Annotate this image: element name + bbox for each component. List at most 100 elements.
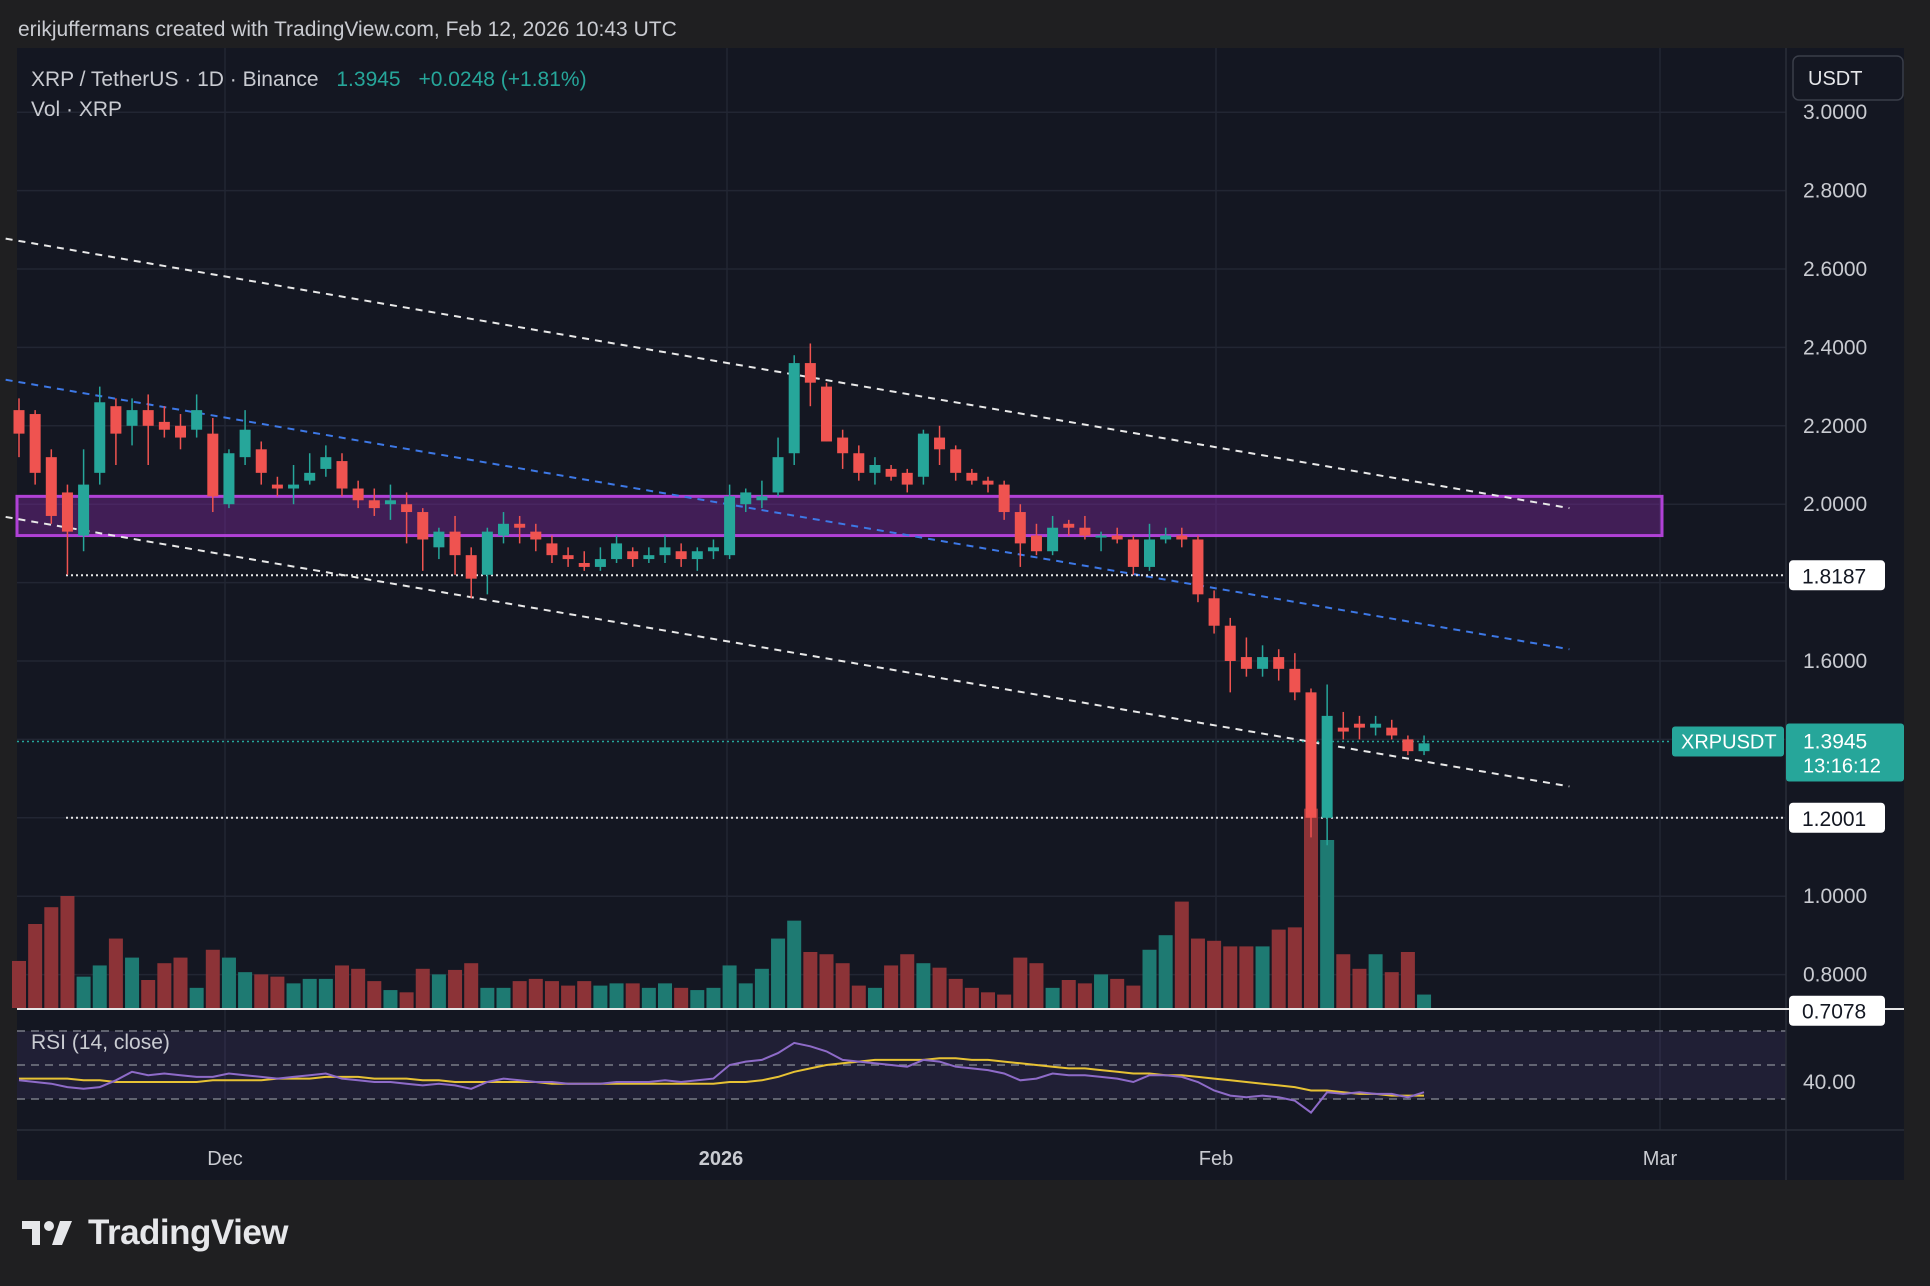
volume-bar: [528, 978, 543, 1008]
candle-body: [433, 531, 445, 548]
volume-bar: [189, 987, 204, 1008]
volume-bar: [981, 992, 995, 1008]
price-tick-label: 2.0000: [1803, 493, 1867, 516]
volume-bar: [577, 981, 592, 1008]
price-tick-label: 2.4000: [1803, 336, 1867, 359]
candle-body: [1079, 527, 1091, 536]
candle-body: [1014, 512, 1026, 544]
volume-bar: [464, 963, 479, 1008]
current-price-badge-frame: [1786, 723, 1904, 782]
volume-bar: [76, 976, 91, 1008]
candle-body: [1160, 535, 1172, 540]
candle-body: [611, 543, 623, 560]
candle-body: [546, 543, 558, 556]
candle-body: [288, 484, 300, 489]
mid-channel-line: [0, 377, 1570, 651]
candle-body: [1208, 598, 1220, 626]
currency-button[interactable]: USDT: [1808, 68, 1862, 90]
volume-bar: [609, 983, 624, 1008]
candle-body: [788, 363, 800, 454]
chart-background: [17, 48, 1904, 1180]
volume-bar: [1336, 954, 1351, 1008]
candle-body: [1240, 657, 1252, 669]
volume-bar: [561, 985, 576, 1008]
volume-bar: [496, 987, 511, 1008]
volume-bar: [1174, 901, 1189, 1008]
volume-bar: [351, 968, 366, 1008]
candle-body: [707, 547, 719, 552]
candle-body: [724, 496, 736, 556]
price-tick-label: 3.0000: [1803, 101, 1867, 124]
volume-bar: [1239, 946, 1254, 1008]
candle-body: [885, 468, 897, 477]
candle-body: [950, 449, 962, 473]
rsi-ma-line: [19, 1057, 1424, 1097]
candle-body: [1273, 657, 1285, 669]
volume-bar: [1094, 974, 1109, 1008]
rsi-tick-label: 40.00: [1803, 1071, 1856, 1094]
candle-body: [643, 555, 655, 560]
volume-bar: [157, 963, 172, 1008]
candle-body: [901, 472, 913, 485]
price-tick-label: 2.8000: [1803, 180, 1867, 203]
volume-bar: [383, 990, 398, 1008]
level-badge-label: 1.8187: [1802, 565, 1866, 588]
candle-body: [1257, 657, 1269, 669]
volume-bar: [1029, 963, 1044, 1008]
candle-body: [449, 531, 461, 556]
candle-body: [1353, 723, 1365, 728]
candle-body: [562, 555, 574, 560]
volume-bar: [884, 965, 899, 1008]
candle-body: [675, 551, 687, 560]
brand-name: TradingView: [88, 1213, 289, 1252]
tradingview-logo-icon: [22, 1221, 72, 1245]
candle-body: [1176, 535, 1188, 540]
volume-bar: [690, 990, 705, 1008]
candle-body: [1144, 539, 1155, 567]
candle-body: [1321, 715, 1333, 818]
candle-body: [1047, 527, 1059, 552]
volume-bar: [544, 981, 559, 1008]
volume-bar: [1045, 987, 1060, 1008]
candle-body: [804, 363, 816, 383]
candle-body: [61, 492, 73, 532]
symbol-badge-label: XRPUSDT: [1681, 732, 1777, 754]
candle-body: [78, 484, 90, 536]
candle-body: [837, 437, 849, 454]
resistance-zone: [15, 494, 1664, 538]
volume-bar: [512, 981, 527, 1008]
candle-body: [1095, 535, 1107, 538]
symbol-badge-frame: [1672, 726, 1784, 757]
volume-bar: [1223, 946, 1238, 1008]
candle-body: [142, 410, 154, 426]
candle-body: [853, 453, 865, 473]
volume-bar: [1061, 980, 1076, 1008]
grid-lines: [17, 48, 1786, 1130]
candle-body: [1127, 539, 1139, 567]
candle-body: [578, 563, 590, 567]
candle-body: [869, 465, 881, 473]
volume-bar: [948, 978, 963, 1008]
current-price-label: 1.3945: [1803, 731, 1867, 754]
volume-bar: [399, 992, 414, 1008]
volume-bar: [1077, 983, 1092, 1008]
resistance-zone-box: [15, 494, 1664, 538]
candle-body: [191, 410, 203, 430]
candle-body: [29, 414, 41, 473]
volume-bar: [819, 954, 834, 1008]
candle-body: [352, 488, 364, 501]
volume-bar: [44, 907, 59, 1008]
volume-bar: [674, 987, 689, 1008]
price-tick-label: 2.6000: [1803, 258, 1867, 281]
volume-bar: [1126, 985, 1141, 1008]
volume-bar: [851, 985, 866, 1008]
trendlines: [0, 236, 1570, 788]
volume-bar: [1352, 968, 1367, 1008]
volume-bar: [173, 957, 188, 1008]
time-axis-label: 2026: [699, 1148, 744, 1170]
volume-bar: [318, 978, 333, 1008]
candle-body: [1111, 535, 1123, 540]
candle-body: [401, 504, 413, 513]
